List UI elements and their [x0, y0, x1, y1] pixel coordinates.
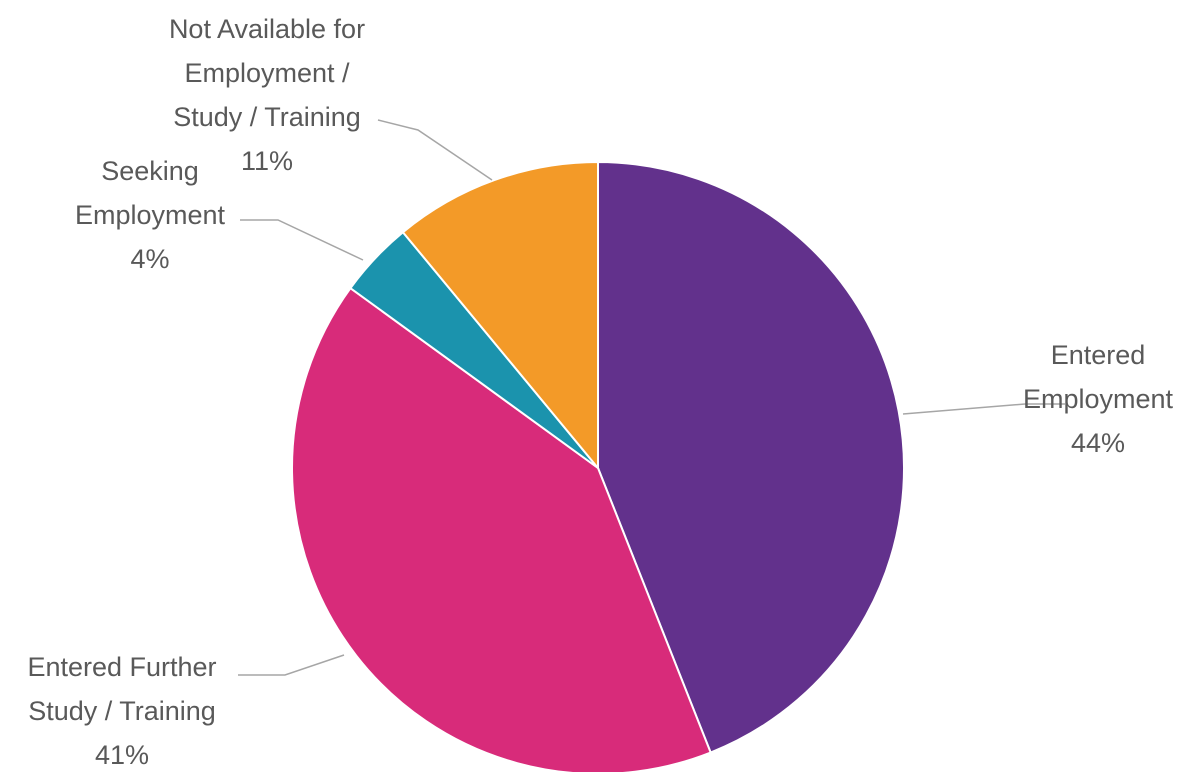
- slice-name-line: Study / Training: [173, 102, 361, 132]
- slice-percent-label: 4%: [130, 244, 169, 274]
- slice-name-line: Employment: [1023, 384, 1174, 414]
- slice-percent-label: 41%: [95, 740, 149, 770]
- pie-slice-3: [401, 160, 599, 471]
- slice-label-0: Entered Employment 44%: [1023, 340, 1174, 458]
- slice-name-line: Entered Further: [27, 652, 216, 682]
- slice-name-line: Entered: [1051, 340, 1146, 370]
- leader-line-2: [240, 219, 364, 261]
- pie-slices: [291, 160, 905, 775]
- slice-percent-label: 11%: [241, 146, 293, 176]
- slice-name-line: Employment: [75, 200, 226, 230]
- leader-line-0: [902, 403, 1065, 415]
- leader-line-1: [238, 654, 345, 676]
- slice-name-line: Study / Training: [28, 696, 216, 726]
- pie-slice-0: [597, 160, 905, 754]
- slice-name-line: Not Available for: [169, 14, 365, 44]
- slice-label-2: Seeking Employment 4%: [75, 156, 226, 274]
- slice-label-1: Entered Further Study / Training 41%: [27, 652, 216, 770]
- slice-name-line: Seeking: [101, 156, 199, 186]
- slice-percent-label: 44%: [1071, 428, 1125, 458]
- leader-line-3: [377, 119, 493, 181]
- slice-name-line: Employment /: [184, 58, 350, 88]
- slice-label-3: Not Available for Employment / Study / Tra…: [169, 14, 365, 176]
